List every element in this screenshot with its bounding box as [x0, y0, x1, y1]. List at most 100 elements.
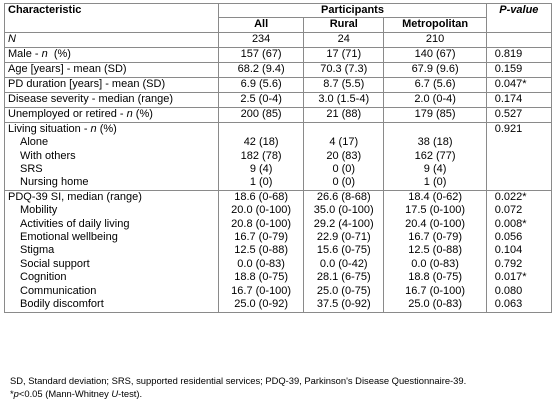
living-all-value: 182 (78)	[240, 149, 282, 162]
pdq-item-label: Emotional wellbeing	[20, 231, 118, 244]
row-p: 0.047*	[485, 76, 553, 93]
living-item-label: Alone	[20, 136, 49, 149]
pdq-metro-value: 18.4 (0-62)	[408, 190, 463, 203]
row-rural: 3.0 (1.5-4)	[303, 91, 385, 108]
row-rural: 21 (88)	[303, 106, 385, 123]
living-all: 42 (18) 182 (78) 9 (4) 1 (0)	[218, 121, 305, 191]
living-metro-value: 9 (4)	[423, 163, 447, 176]
row-all: 200 (85)	[218, 106, 305, 123]
table-footnote: SD, Standard deviation; SRS, supported r…	[10, 374, 555, 400]
living-all-value: 42 (18)	[243, 136, 279, 149]
living-item-label: With others	[20, 149, 76, 162]
rural-header: Rural	[303, 17, 385, 33]
row-label: Age [years] - mean (SD)	[3, 61, 220, 78]
living-rural-value: 0 (0)	[332, 163, 356, 176]
pdq-p: 0.022* 0.072 0.008* 0.056 0.104 0.792 0.…	[485, 189, 553, 313]
pdq-p-value: 0.022*	[494, 190, 527, 203]
pdq-item-label: Bodily discomfort	[20, 298, 104, 311]
pdq-all-value: 0.0 (0-83)	[237, 257, 285, 270]
pdq-metro-value: 20.4 (0-100)	[405, 217, 466, 230]
living-rural-value: 4 (17)	[329, 136, 359, 149]
all-header: All	[218, 17, 305, 33]
living-item-label: Nursing home	[20, 176, 89, 189]
metropolitan-header: Metropolitan	[383, 17, 487, 33]
pdq-all: 18.6 (0-68) 20.0 (0-100) 20.8 (0-100) 16…	[218, 189, 305, 313]
row-label: Male - n (%)	[3, 46, 220, 63]
row-label: PD duration [years] - mean (SD)	[3, 76, 220, 93]
pdq-all-value: 16.7 (0-79)	[234, 231, 289, 244]
living-label: Living situation - n (%)	[8, 122, 117, 135]
pdq-item-label: Social support	[20, 257, 90, 270]
row-p: 0.159	[485, 61, 553, 78]
living-rural-value: 20 (83)	[326, 149, 362, 162]
pdq-item-label: Communication	[20, 284, 97, 297]
pdq-all-value: 12.5 (0-88)	[234, 244, 289, 257]
pdq-all-value: 20.8 (0-100)	[231, 217, 292, 230]
living-item-label: SRS	[20, 163, 43, 176]
row-metro: 2.0 (0-4)	[383, 91, 487, 108]
pdq-labels: PDQ-39 SI, median (range) Mobility Activ…	[3, 189, 220, 313]
table-row: Age [years] - mean (SD) 68.2 (9.4) 70.3 …	[3, 61, 553, 78]
subheader-row: All Rural Metropolitan	[5, 17, 552, 33]
pdq-all-value: 25.0 (0-92)	[234, 298, 289, 311]
pdq-rural-value: 26.6 (8-68)	[316, 190, 371, 203]
p-value-header: P-value	[485, 3, 553, 33]
pdq-p-value: 0.792	[494, 257, 523, 270]
row-label: Disease severity - median (range)	[3, 91, 220, 108]
pdq-metro-value: 16.7 (0-79)	[408, 231, 463, 244]
pdq-all-value: 20.0 (0-100)	[231, 204, 292, 217]
header-row: Characteristic Participants P-value	[3, 2, 553, 33]
row-all: 68.2 (9.4)	[218, 61, 305, 78]
pdq-label: PDQ-39 SI, median (range)	[8, 190, 142, 203]
pdq-metro-value: 16.7 (0-100)	[405, 284, 466, 297]
pdq-rural-value: 0.0 (0-42)	[319, 257, 368, 270]
row-rural: 70.3 (7.3)	[303, 61, 385, 78]
pdq-metro-value: 0.0 (0-83)	[411, 257, 459, 270]
pdq-item-label: Stigma	[20, 244, 55, 257]
pdq-rural-value: 25.0 (0-75)	[316, 284, 371, 297]
pdq-metro-value: 25.0 (0-83)	[408, 298, 463, 311]
characteristic-header: Characteristic	[3, 3, 220, 33]
pdq-p-value: 0.104	[494, 244, 523, 257]
pdq-rural-value: 28.1 (6-75)	[316, 271, 371, 284]
row-metro: 179 (85)	[383, 106, 487, 123]
living-all-value: 9 (4)	[249, 163, 273, 176]
row-label: Unemployed or retired - n (%)	[3, 106, 220, 123]
living-metro-value: 38 (18)	[417, 136, 453, 149]
living-rural-value: 0 (0)	[332, 176, 356, 189]
footnote-line1: SD, Standard deviation; SRS, supported r…	[10, 375, 467, 386]
pdq-metro-value: 12.5 (0-88)	[408, 244, 463, 257]
row-metro: 6.7 (5.6)	[383, 76, 487, 93]
pdq-all-value: 18.6 (0-68)	[234, 190, 289, 203]
pdq-p-value: 0.063	[494, 298, 523, 311]
living-labels: Living situation - n (%) Alone With othe…	[3, 121, 220, 191]
n-p	[485, 31, 553, 48]
row-all: 6.9 (5.6)	[218, 76, 305, 93]
pdq-rural-value: 15.6 (0-75)	[316, 244, 371, 257]
row-p: 0.819	[485, 46, 553, 63]
table-row: Disease severity - median (range) 2.5 (0…	[3, 91, 553, 108]
row-rural: 8.7 (5.5)	[303, 76, 385, 93]
row-metro: 140 (67)	[383, 46, 487, 63]
row-metro: 67.9 (9.6)	[383, 61, 487, 78]
pdq-metro: 18.4 (0-62) 17.5 (0-100) 20.4 (0-100) 16…	[383, 189, 487, 313]
living-situation-row: Living situation - n (%) Alone With othe…	[3, 121, 553, 191]
living-rural: 4 (17) 20 (83) 0 (0) 0 (0)	[303, 121, 385, 191]
pdq-metro-value: 18.8 (0-75)	[408, 271, 463, 284]
table-container: Characteristic Participants P-value All …	[3, 2, 553, 313]
row-all: 157 (67)	[218, 46, 305, 63]
table-row: Male - n (%) 157 (67) 17 (71) 140 (67) 0…	[3, 46, 553, 63]
living-metro-value: 1 (0)	[423, 176, 447, 189]
pdq-item-label: Activities of daily living	[20, 217, 130, 230]
pdq-item-label: Mobility	[20, 204, 58, 217]
pdq-rural-value: 29.2 (4-100)	[313, 217, 374, 230]
n-metro: 210	[383, 31, 487, 48]
characteristics-table: Characteristic Participants P-value All …	[3, 2, 553, 313]
table-row: PD duration [years] - mean (SD) 6.9 (5.6…	[3, 76, 553, 93]
p-value-header-text: P-value	[499, 4, 539, 16]
pdq-p-value: 0.080	[494, 284, 523, 297]
row-p: 0.527	[485, 106, 553, 123]
footnote-line2: *p<0.05 (Mann-Whitney U-test).	[10, 388, 143, 399]
pdq-rural-value: 22.9 (0-71)	[316, 231, 371, 244]
pdq-rural-value: 35.0 (0-100)	[313, 204, 374, 217]
